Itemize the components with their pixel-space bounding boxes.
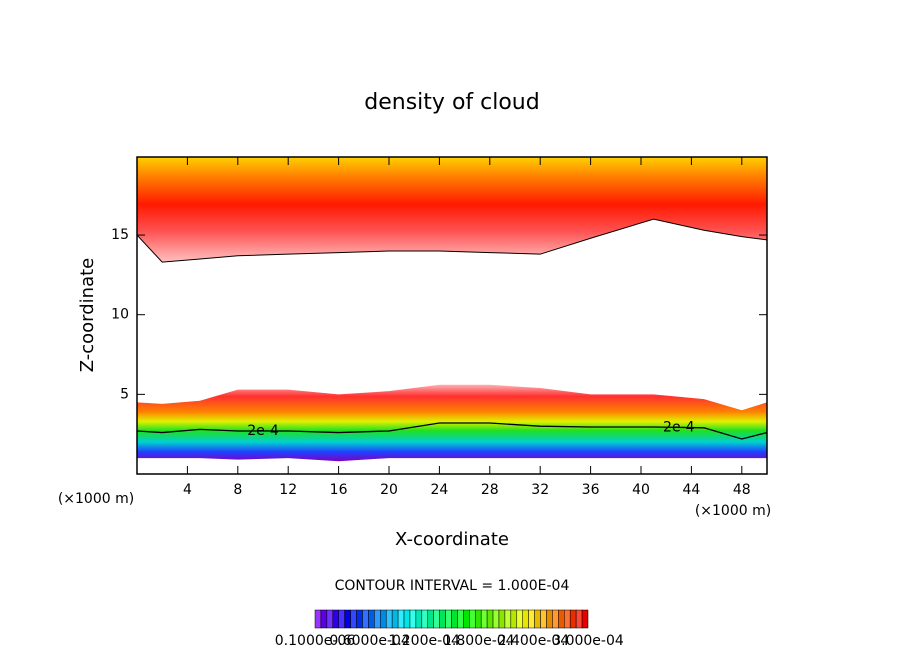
chart-title: density of cloud xyxy=(364,90,539,115)
colorbar-swatch xyxy=(451,609,458,629)
colorbar-swatch xyxy=(439,609,446,629)
colorbar-swatch xyxy=(516,609,523,629)
colorbar-swatch xyxy=(362,609,369,629)
x-tick-label: 40 xyxy=(632,482,650,498)
colorbar-swatch xyxy=(326,609,334,629)
colorbar-swatch xyxy=(581,609,589,629)
colorbar-swatch xyxy=(522,609,529,629)
colorbar-swatch xyxy=(314,609,322,629)
plot-frame xyxy=(136,156,768,475)
colorbar-swatch xyxy=(474,609,482,629)
colorbar-swatch xyxy=(427,609,434,629)
y-tick-label: 10 xyxy=(111,307,129,323)
contour-label: 2e-4 xyxy=(663,419,695,435)
x-unit: (×1000 m) xyxy=(695,503,771,519)
colorbar-label: 3.000e-04 xyxy=(552,633,624,649)
x-tick-label: 36 xyxy=(582,482,600,498)
colorbar-swatch xyxy=(558,609,565,629)
colorbar-swatch xyxy=(338,609,345,629)
colorbar-swatch xyxy=(403,609,411,629)
colorbar: 0.1000e-060.6000e-041.200e-041.800e-042.… xyxy=(275,609,624,649)
colorbar-swatch xyxy=(320,609,328,629)
colorbar-swatch xyxy=(575,609,583,629)
colorbar-swatch xyxy=(504,609,512,629)
x-tick-label: 4 xyxy=(183,482,192,498)
colorbar-swatch xyxy=(356,609,363,629)
colorbar-label: 1.800e-04 xyxy=(443,633,515,649)
colorbar-swatch xyxy=(569,609,577,629)
y-tick-label: 15 xyxy=(111,227,129,243)
colorbar-swatch xyxy=(433,609,440,629)
y-axis-label: Z-coordinate xyxy=(77,258,98,373)
x-tick-label: 44 xyxy=(682,482,700,498)
colorbar-swatch xyxy=(332,609,339,629)
colorbar-label: 0.1000e-06 xyxy=(275,633,356,649)
colorbar-swatch xyxy=(457,609,464,629)
x-tick-label: 20 xyxy=(380,482,398,498)
colorbar-swatch xyxy=(469,609,476,629)
colorbar-swatch xyxy=(350,609,357,629)
contour-interval: CONTOUR INTERVAL = 1.000E-04 xyxy=(335,578,570,594)
contour-label: 2e-4 xyxy=(247,423,279,439)
colorbar-swatch xyxy=(546,609,553,629)
cloud-edge xyxy=(136,218,768,263)
colorbar-swatch xyxy=(380,609,387,629)
cloud-region xyxy=(137,157,767,263)
colorbar-label: 2.400e-04 xyxy=(498,633,570,649)
x-tick-label: 16 xyxy=(330,482,348,498)
colorbar-swatch xyxy=(534,609,541,629)
colorbar-label: 0.6000e-04 xyxy=(329,633,410,649)
colorbar-swatch xyxy=(486,609,494,629)
colorbar-swatch xyxy=(374,609,381,629)
colorbar-swatch xyxy=(528,609,535,629)
colorbar-swatch xyxy=(368,609,375,629)
colorbar-swatch xyxy=(463,609,470,629)
colorbar-swatch xyxy=(445,609,452,629)
x-tick-label: 48 xyxy=(733,482,751,498)
colorbar-swatch xyxy=(564,609,571,629)
colorbar-swatch xyxy=(421,609,429,629)
x-unit: (×1000 m) xyxy=(58,491,134,507)
x-tick-label: 8 xyxy=(233,482,242,498)
colorbar-swatch xyxy=(540,609,547,629)
colorbar-swatch xyxy=(391,609,399,629)
x-tick-label: 28 xyxy=(481,482,499,498)
x-tick-label: 24 xyxy=(430,482,448,498)
colorbar-swatch xyxy=(409,609,417,629)
colorbar-label: 1.200e-04 xyxy=(388,633,460,649)
colorbar-swatch xyxy=(480,609,488,629)
colorbar-swatch xyxy=(397,609,405,629)
colorbar-swatch xyxy=(415,609,423,629)
colorbar-swatch xyxy=(344,609,351,629)
y-tick-label: 5 xyxy=(120,386,129,402)
x-axis-label: X-coordinate xyxy=(395,529,509,550)
colorbar-swatch xyxy=(552,609,559,629)
x-tick-label: 32 xyxy=(531,482,549,498)
colorbar-swatch xyxy=(510,609,518,629)
colorbar-swatch xyxy=(492,609,500,629)
colorbar-swatch xyxy=(498,609,506,629)
contour-line xyxy=(136,422,768,440)
x-tick-label: 12 xyxy=(279,482,297,498)
colorbar-swatch xyxy=(385,609,393,629)
